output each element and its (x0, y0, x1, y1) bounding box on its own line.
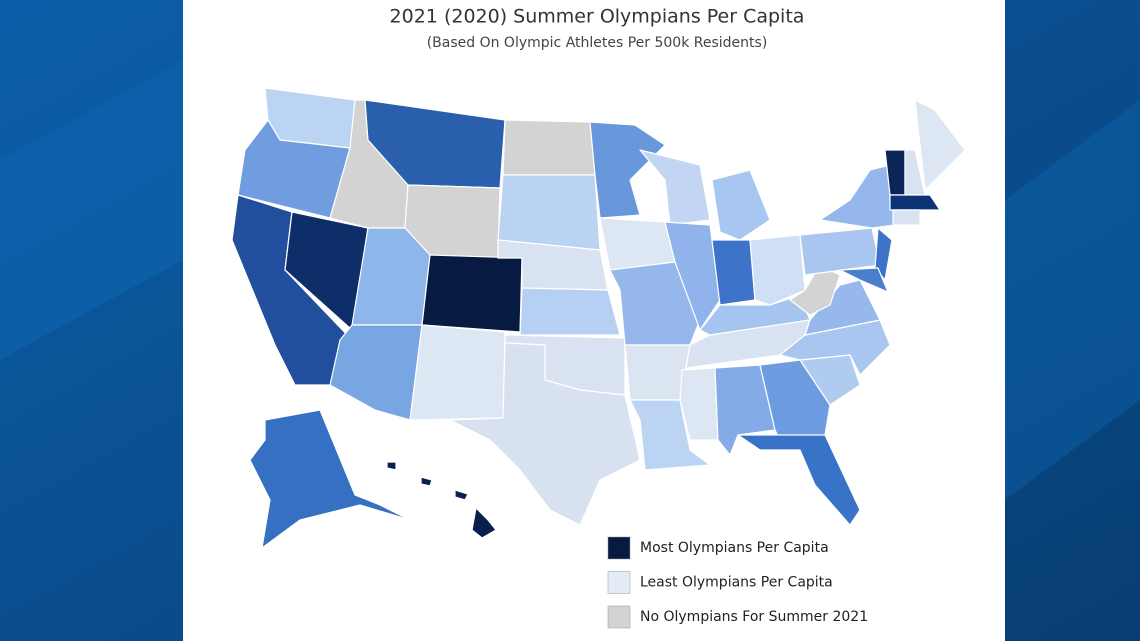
state (519, 287, 621, 336)
state (664, 221, 721, 331)
state (599, 217, 676, 271)
us-states (231, 87, 966, 549)
state (249, 409, 411, 549)
state (711, 239, 756, 306)
legend-swatch (607, 605, 631, 629)
state (502, 119, 596, 176)
map-subtitle: (Based On Olympic Athletes Per 500k Resi… (427, 35, 768, 51)
state (914, 99, 966, 191)
legend: Most Olympians Per Capita Least Olympians… (607, 536, 868, 629)
state (409, 324, 506, 421)
state (737, 434, 861, 526)
state (679, 367, 719, 441)
legend-swatch (607, 536, 631, 560)
map-title: 2021 (2020) Summer Olympians Per Capita (390, 6, 805, 28)
state (471, 507, 497, 539)
state (420, 476, 433, 487)
legend-label: No Olympians For Summer 2021 (640, 609, 868, 625)
state (386, 461, 397, 471)
state (892, 209, 921, 226)
state (421, 254, 523, 333)
state (497, 174, 601, 251)
state (454, 489, 469, 501)
state (749, 234, 806, 306)
background-stripe (1005, 100, 1140, 500)
legend-label: Most Olympians Per Capita (640, 540, 829, 556)
background-stripe (0, 60, 183, 360)
state (449, 342, 641, 526)
legend-label: Least Olympians Per Capita (640, 575, 833, 591)
state (874, 227, 893, 281)
state (711, 169, 771, 241)
state (639, 149, 711, 226)
state (839, 267, 889, 293)
state (789, 264, 841, 316)
legend-swatch (607, 571, 631, 594)
state (889, 194, 941, 211)
state (589, 121, 666, 219)
